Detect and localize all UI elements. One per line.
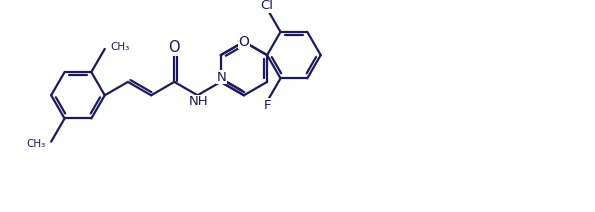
Text: NH: NH [189, 95, 208, 109]
Text: F: F [264, 99, 271, 112]
Text: O: O [239, 35, 249, 49]
Text: N: N [217, 71, 227, 84]
Text: Cl: Cl [261, 0, 274, 12]
Text: CH₃: CH₃ [111, 42, 130, 52]
Text: O: O [168, 40, 180, 55]
Text: CH₃: CH₃ [26, 139, 45, 149]
